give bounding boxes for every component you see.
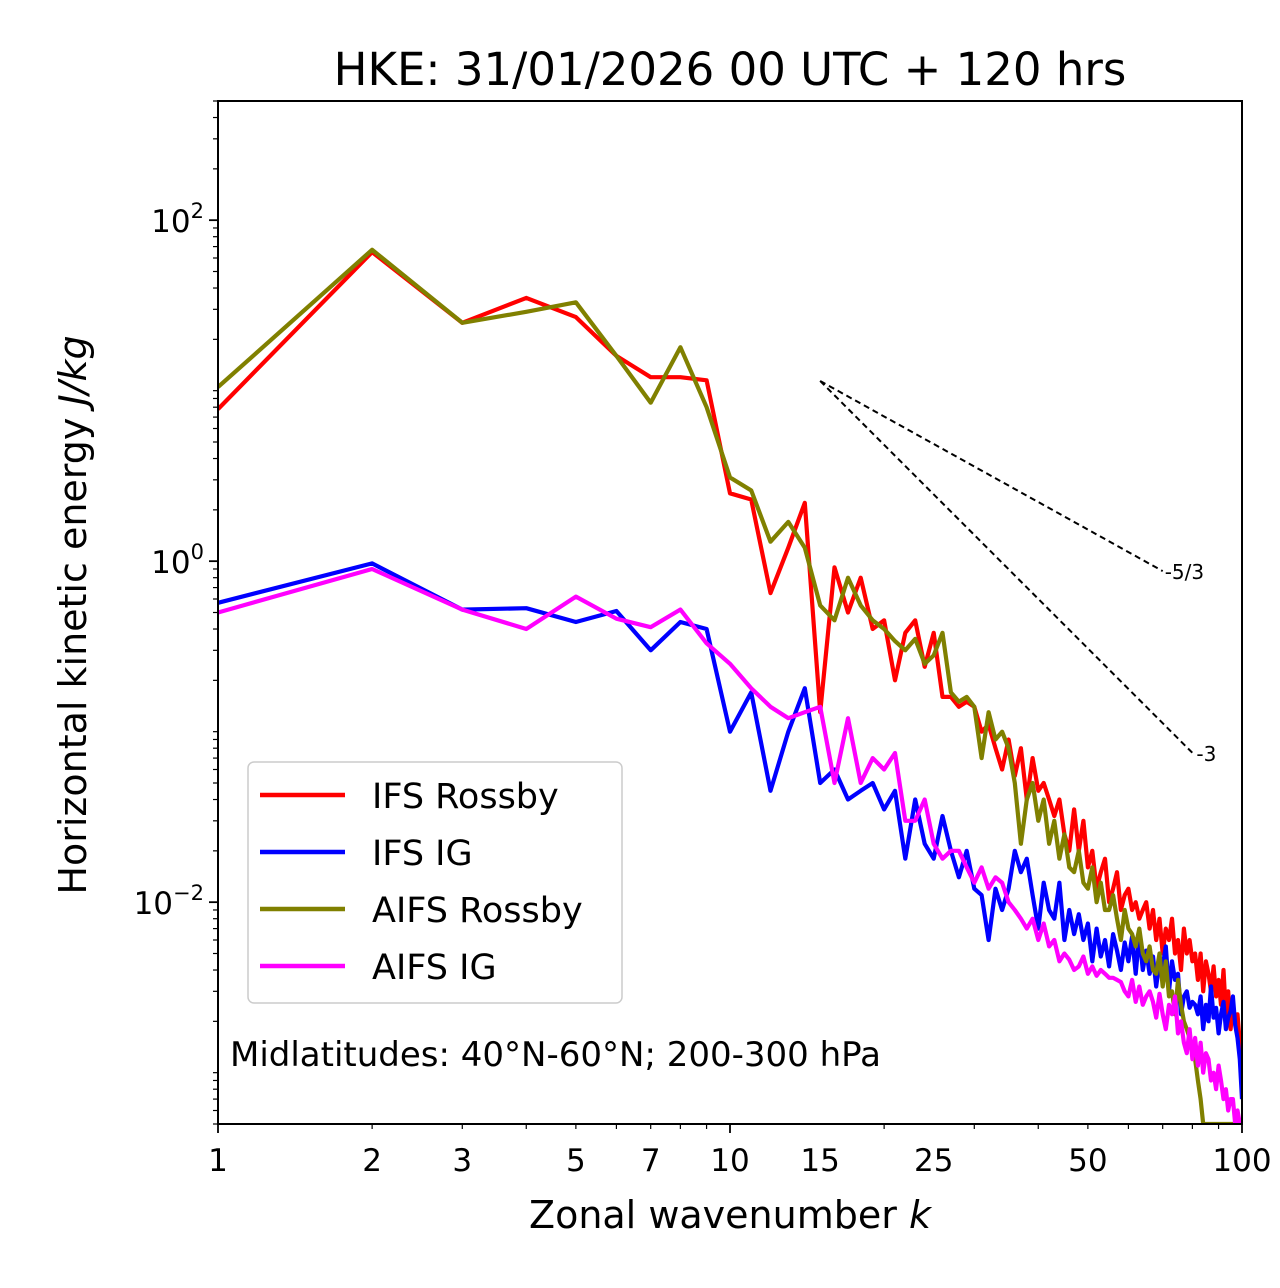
x-tick-label: 10 xyxy=(710,1143,749,1179)
y-axis-label-unit: J/kg xyxy=(51,335,95,412)
x-tick-label: 2 xyxy=(362,1143,382,1179)
y-tick-label: 102 xyxy=(151,199,204,240)
x-tick-label: 25 xyxy=(914,1143,953,1179)
slope-label-3: -3 xyxy=(1196,742,1216,766)
legend-label-ifs-rossby: IFS Rossby xyxy=(372,777,559,817)
legend-label-aifs-ig: AIFS IG xyxy=(372,948,497,988)
chart-title: HKE: 31/01/2026 00 UTC + 120 hrs xyxy=(334,43,1127,96)
region-annotation: Midlatitudes: 40°N-60°N; 200-300 hPa xyxy=(230,1035,881,1075)
y-tick-label: 10−2 xyxy=(134,881,204,922)
series-layer xyxy=(218,247,1242,1124)
slope-line-3 xyxy=(819,380,1194,754)
x-tick-label: 1 xyxy=(208,1143,228,1179)
x-tick-label: 5 xyxy=(566,1143,586,1179)
legend-box xyxy=(247,761,623,1004)
x-tick-label: 7 xyxy=(641,1143,661,1179)
legend-label-ifs-ig: IFS IG xyxy=(372,834,473,874)
y-axis-label: Horizontal kinetic energy J/kg xyxy=(51,335,95,894)
slope-line-5-3 xyxy=(819,380,1164,572)
x-axis-label-text: Zonal wavenumber xyxy=(529,1193,897,1237)
x-tick-label: 3 xyxy=(452,1143,472,1179)
reference-slopes: -5/3 -3 xyxy=(819,380,1216,766)
x-tick-label: 50 xyxy=(1068,1143,1107,1179)
x-axis-ticks: 1 2 3 5 7 10 15 25 50 100 xyxy=(208,1124,1272,1179)
x-tick-label: 15 xyxy=(800,1143,839,1179)
series-line-ifs-ig xyxy=(218,561,1242,1100)
y-axis-label-text: Horizontal kinetic energy xyxy=(51,418,95,895)
slope-label-5-3: -5/3 xyxy=(1165,560,1204,584)
legend-label-aifs-rossby: AIFS Rossby xyxy=(372,891,583,931)
x-axis-label-var: k xyxy=(909,1193,933,1237)
series-line-aifs-ig xyxy=(218,566,1242,1124)
legend: IFS Rossby IFS IG AIFS Rossby AIFS IG xyxy=(247,761,623,1004)
y-tick-label: 100 xyxy=(151,540,204,581)
x-axis-label: Zonal wavenumber k xyxy=(529,1193,933,1237)
series-line-aifs-rossby xyxy=(218,247,1242,1124)
x-tick-label: 100 xyxy=(1212,1143,1271,1179)
y-axis-ticks: 102 100 10−2 xyxy=(134,100,218,1125)
